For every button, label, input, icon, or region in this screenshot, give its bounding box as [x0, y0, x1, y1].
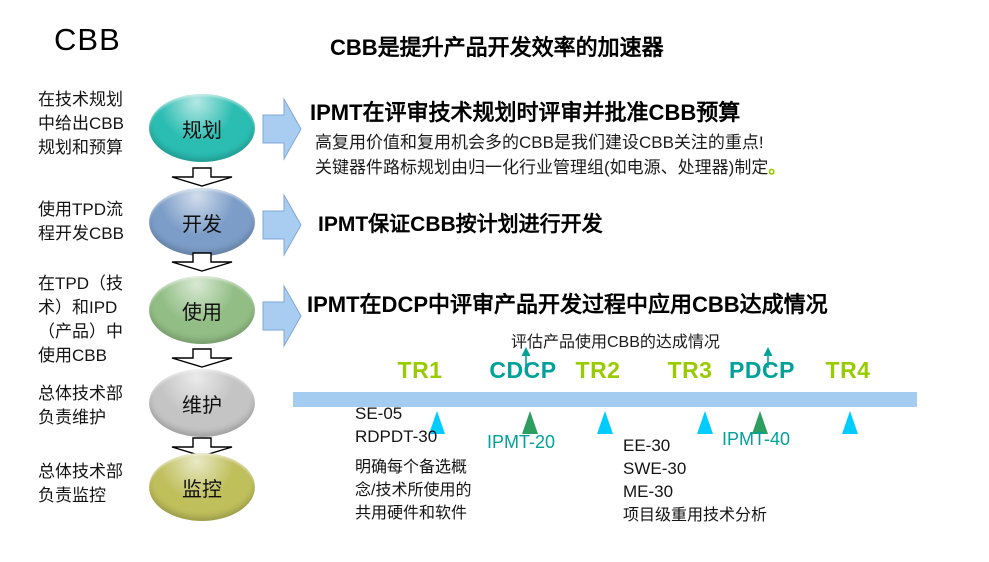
codes-se05-rdpdt30: SE-05 RDPDT-30	[355, 404, 438, 446]
headline-develop: IPMT保证CBB按计划进行开发	[318, 213, 603, 236]
stage-label-maintain: 维护	[182, 394, 222, 417]
down-connector-icon	[171, 348, 233, 368]
marker-triangle-cyan	[429, 411, 445, 434]
stage-ellipse-maintain: 维护	[149, 369, 255, 437]
right-arrow-icon	[262, 284, 302, 348]
note-plan-2-text: 关键器件路标规划由归一化行业管理组(如电源、处理器)制定	[315, 158, 769, 177]
marker-triangle-cyan	[697, 411, 713, 434]
up-arrow-icon	[763, 347, 773, 368]
note-plan-2: 关键器件路标规划由归一化行业管理组(如电源、处理器)制定。	[315, 155, 785, 180]
up-arrow-icon	[521, 347, 531, 368]
note-plan-1: 高复用价值和复用机会多的CBB是我们建设CBB关注的重点!	[315, 133, 764, 152]
stage-label-develop: 开发	[182, 213, 222, 236]
page-logo: CBB	[54, 22, 121, 57]
stage-ellipse-monitor: 监控	[149, 453, 255, 521]
desc-project-reuse: 项目级重用技术分析	[623, 507, 768, 524]
right-arrow-icon	[262, 193, 302, 257]
marker-triangle-green	[752, 411, 768, 434]
stage-label-monitor: 监控	[182, 478, 222, 501]
headline-plan: IPMT在评审技术规划时评审并批准CBB预算	[310, 100, 741, 125]
stage-desc-monitor: 总体技术部 负责监控	[38, 462, 123, 505]
down-connector-icon	[171, 252, 233, 272]
label-ipmt-20: IPMT-20	[487, 432, 556, 452]
stage-ellipse-develop: 开发	[149, 188, 255, 256]
stage-label-plan: 规划	[182, 119, 222, 142]
stage-desc-maintain: 总体技术部 负责维护	[38, 384, 123, 427]
desc-candidate-concepts: 明确每个备选概 念/技术所使用的 共用硬件和软件	[355, 459, 472, 522]
right-arrow-icon	[262, 97, 302, 161]
milestone-tr3: TR3	[667, 357, 713, 383]
milestone-tr4: TR4	[825, 357, 871, 383]
timeline-annotation: 评估产品使用CBB的达成情况	[511, 334, 720, 351]
stage-desc-use: 在TPD（技 术）和IPD （产品）中 使用CBB	[38, 274, 123, 365]
stage-label-use: 使用	[182, 301, 222, 324]
stage-ellipse-plan: 规划	[149, 94, 255, 162]
page-title: CBB是提升产品开发效率的加速器	[330, 35, 664, 60]
label-ipmt-40: IPMT-40	[722, 429, 791, 449]
stage-desc-develop: 使用TPD流 程开发CBB	[38, 200, 124, 243]
stage-ellipse-use: 使用	[149, 276, 255, 344]
headline-use: IPMT在DCP中评审产品开发过程中应用CBB达成情况	[307, 292, 828, 317]
timeline-bar	[293, 392, 917, 407]
marker-triangle-cyan	[597, 411, 613, 434]
milestone-tr2: TR2	[575, 357, 621, 383]
stage-desc-plan: 在技术规划 中给出CBB 规划和预算	[38, 90, 124, 157]
note-plan-2-period: 。	[768, 158, 786, 177]
milestone-pdcp: PDCP	[729, 357, 795, 383]
milestone-cdcp: CDCP	[489, 357, 557, 383]
marker-triangle-cyan	[842, 411, 858, 434]
down-connector-icon	[171, 167, 233, 187]
marker-triangle-green	[522, 411, 538, 434]
milestone-tr1: TR1	[397, 357, 443, 383]
codes-ee-swe-me: EE-30 SWE-30 ME-30	[623, 436, 687, 501]
